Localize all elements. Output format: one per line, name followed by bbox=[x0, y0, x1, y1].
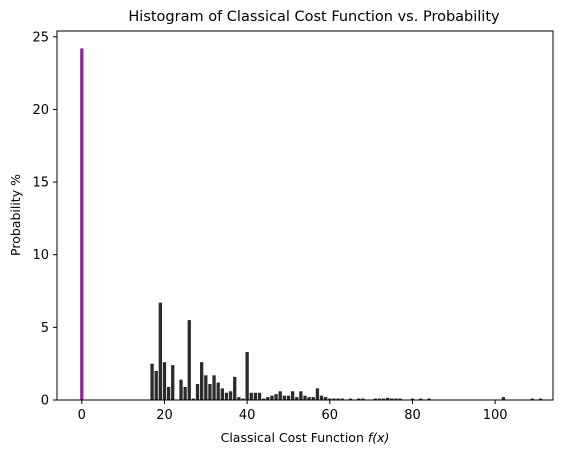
bar bbox=[208, 384, 211, 400]
bar bbox=[229, 391, 232, 400]
bar bbox=[303, 396, 306, 400]
y-axis-ticks: 0 5 10 15 20 25 bbox=[32, 30, 57, 408]
bar bbox=[183, 387, 186, 400]
bar bbox=[217, 383, 220, 400]
bar bbox=[274, 394, 277, 400]
y-tick-label: 15 bbox=[32, 176, 49, 191]
bar bbox=[233, 377, 236, 400]
bar bbox=[221, 388, 224, 400]
y-tick-label: 0 bbox=[41, 394, 49, 409]
x-axis-label-text: Classical Cost Function bbox=[221, 430, 368, 445]
x-tick-label: 100 bbox=[483, 408, 508, 423]
bar bbox=[316, 388, 319, 400]
bar bbox=[200, 362, 203, 400]
bar bbox=[250, 393, 253, 400]
bar bbox=[188, 320, 191, 400]
bar bbox=[291, 391, 294, 400]
bar bbox=[167, 387, 170, 400]
bar bbox=[225, 393, 228, 400]
bar bbox=[299, 391, 302, 400]
bar bbox=[179, 380, 182, 400]
bars-group bbox=[80, 48, 542, 400]
bar bbox=[320, 396, 323, 400]
x-axis-label-variable: f(x) bbox=[368, 430, 390, 445]
bar bbox=[204, 375, 207, 400]
bar bbox=[150, 364, 153, 400]
x-tick-label: 40 bbox=[239, 408, 256, 423]
bar-optimal bbox=[80, 48, 83, 400]
bar bbox=[155, 371, 158, 400]
bar bbox=[270, 396, 273, 400]
bar bbox=[245, 352, 248, 400]
x-axis-ticks: 0 20 40 60 80 100 bbox=[78, 400, 508, 423]
y-axis-label: Probability % bbox=[8, 174, 23, 256]
x-tick-label: 60 bbox=[322, 408, 339, 423]
x-tick-label: 0 bbox=[78, 408, 86, 423]
bar bbox=[212, 375, 215, 400]
bar bbox=[287, 396, 290, 400]
bar bbox=[254, 393, 257, 400]
bar bbox=[159, 303, 162, 400]
bar bbox=[163, 362, 166, 400]
bar bbox=[258, 393, 261, 400]
y-tick-label: 25 bbox=[32, 30, 49, 45]
bar bbox=[283, 396, 286, 400]
bar bbox=[279, 391, 282, 400]
bar bbox=[196, 384, 199, 400]
x-tick-label: 80 bbox=[404, 408, 421, 423]
x-axis-label: Classical Cost Function f(x) bbox=[221, 430, 390, 445]
y-tick-label: 5 bbox=[41, 321, 49, 336]
x-tick-label: 20 bbox=[156, 408, 173, 423]
y-tick-label: 10 bbox=[32, 248, 49, 263]
plot-frame bbox=[57, 31, 553, 400]
y-tick-label: 20 bbox=[32, 103, 49, 118]
chart-title: Histogram of Classical Cost Function vs.… bbox=[128, 9, 500, 25]
bar bbox=[171, 365, 174, 400]
